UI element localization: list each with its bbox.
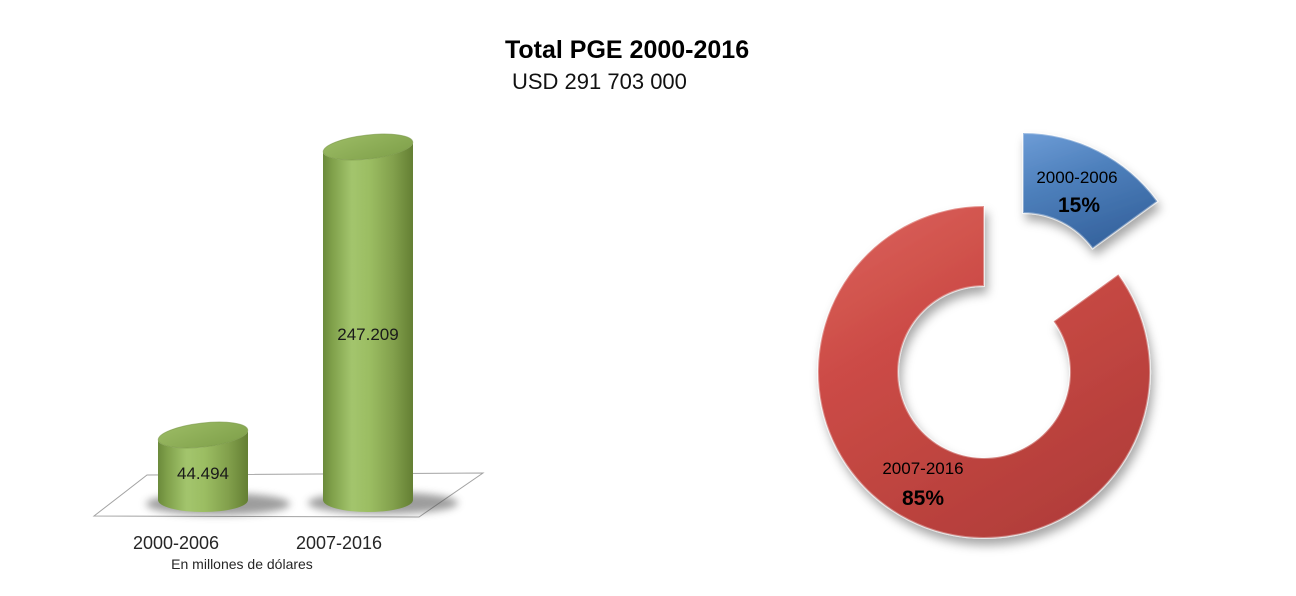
bar-chart: 44.494 247.209 2000-2006 2007-2016 En mi… (92, 133, 485, 572)
donut-segment-2000-2006 (1022, 131, 1159, 250)
donut-segment-2007-2016 (817, 204, 1152, 539)
donut-label-2007-2016: 2007-2016 (882, 459, 963, 478)
donut-pct-2000-2006: 15% (1058, 194, 1100, 217)
x-axis-label-2007-2016: 2007-2016 (296, 533, 382, 553)
bar-value-label-2007-2016: 247.209 (337, 325, 398, 344)
bar-cylinder-top-2007-2016 (322, 133, 414, 161)
bar-cylinder-2000-2006 (158, 429, 249, 512)
chart-subtitle: USD 291 703 000 (512, 69, 687, 94)
bar-cylinder-top-2000-2006 (157, 421, 249, 449)
x-axis-label-2000-2006: 2000-2006 (133, 533, 219, 553)
donut-pct-2007-2016: 85% (902, 487, 944, 510)
donut-label-2000-2006: 2000-2006 (1036, 168, 1117, 187)
bar-value-label-2000-2006: 44.494 (177, 464, 229, 483)
title-block: Total PGE 2000-2016 USD 291 703 000 (505, 38, 749, 93)
bar-cylinder-2007-2016 (323, 141, 414, 512)
chart-title: Total PGE 2000-2016 (505, 36, 750, 64)
axis-note: En millones de dólares (171, 556, 313, 572)
donut-chart: 2000-2006 15% 2007-2016 85% (817, 131, 1159, 539)
